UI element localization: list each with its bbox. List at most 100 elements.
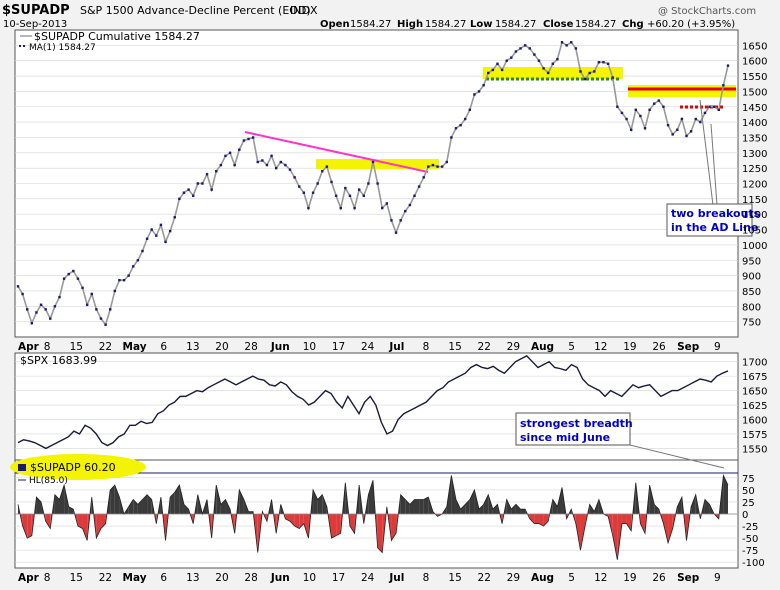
ad-point — [473, 93, 475, 95]
ad-point — [413, 195, 415, 197]
x-tick: 9 — [714, 572, 721, 584]
chg-label: Chg — [622, 19, 644, 30]
chg-value: +60.20 (+3.95%) — [647, 19, 735, 30]
breadth-area-negative — [332, 514, 337, 538]
ad-point — [137, 259, 139, 261]
y-tick-spx: 1575 — [742, 430, 767, 441]
x-tick: 12 — [594, 341, 607, 353]
breadth-area-positive — [414, 500, 419, 514]
ad-point — [174, 216, 176, 218]
ad-point — [538, 60, 540, 62]
legend-ma-dot2 — [23, 45, 25, 47]
symbol-title: $SUPADP — [2, 3, 70, 18]
ad-point — [533, 53, 535, 55]
ad-point — [436, 165, 438, 167]
x-tick: Aug — [531, 572, 554, 584]
ad-point — [26, 308, 28, 310]
ad-point — [487, 72, 489, 74]
legend-breadth: $SUPADP 60.20 — [30, 461, 116, 474]
ad-point — [616, 106, 618, 108]
ad-point — [667, 124, 669, 126]
ad-point — [49, 317, 51, 319]
ad-point — [492, 69, 494, 71]
ad-point — [482, 84, 484, 86]
breadth-area-positive — [521, 509, 526, 514]
ad-point — [658, 99, 660, 101]
high-value: 1584.27 — [425, 19, 466, 30]
ad-point — [21, 293, 23, 295]
ad-point — [201, 182, 203, 184]
ad-point — [542, 67, 544, 69]
ad-point — [598, 61, 600, 63]
ad-point — [132, 265, 134, 267]
ad-point — [515, 50, 517, 52]
x-tick: Jul — [388, 341, 404, 353]
ad-point — [376, 182, 378, 184]
x-tick: 28 — [244, 341, 257, 353]
y-tick-spx: 1600 — [742, 416, 767, 427]
ad-point — [409, 204, 411, 206]
ad-point — [307, 207, 309, 209]
ad-point — [95, 308, 97, 310]
x-tick: 24 — [361, 572, 375, 584]
y-axis-main: 7508008509009501000105011001150120012501… — [742, 41, 767, 328]
y-tick-breadth: -50 — [742, 534, 758, 545]
ad-point — [478, 90, 480, 92]
y-tick-spx: 1675 — [742, 372, 767, 383]
ad-point — [100, 317, 102, 319]
ad-point — [510, 56, 512, 58]
y-tick-main: 1100 — [742, 210, 767, 221]
ad-point — [344, 187, 346, 189]
ad-point — [54, 305, 56, 307]
x-tick: Sep — [677, 572, 700, 584]
ad-point — [68, 273, 70, 275]
ad-point — [390, 219, 392, 221]
ad-point — [169, 230, 171, 232]
ad-point — [547, 72, 549, 74]
ad-point — [229, 152, 231, 154]
ad-point — [612, 76, 614, 78]
ad-point — [556, 58, 558, 60]
exchange-label: INDX — [290, 4, 318, 17]
x-tick: 20 — [215, 341, 228, 353]
x-tick: 8 — [44, 341, 51, 353]
breadth-area-negative — [27, 514, 32, 538]
ad-point — [496, 63, 498, 65]
ad-point — [524, 44, 526, 46]
ad-point — [685, 135, 687, 137]
ad-point — [330, 181, 332, 183]
ad-point — [77, 277, 79, 279]
ad-point — [266, 164, 268, 166]
y-tick-breadth: 25 — [742, 498, 755, 509]
low-label: Low — [470, 19, 492, 30]
x-tick: Aug — [531, 341, 554, 353]
y-tick-main: 1550 — [742, 72, 767, 83]
ad-point — [704, 112, 706, 114]
ad-point — [427, 165, 429, 167]
ad-point — [224, 155, 226, 157]
breadth-area-positive — [419, 500, 424, 514]
ad-point — [192, 195, 194, 197]
y-tick-main: 1450 — [742, 103, 767, 114]
ad-point — [441, 165, 443, 167]
y-tick-breadth: -100 — [742, 558, 765, 569]
ad-point — [303, 192, 305, 194]
ad-point — [607, 63, 609, 65]
ad-point — [118, 279, 120, 281]
ad-point — [293, 176, 295, 178]
ad-point — [40, 304, 42, 306]
y-tick-breadth: 0 — [742, 510, 748, 521]
y-tick-main: 900 — [742, 272, 761, 283]
ad-point — [155, 234, 157, 236]
symbol-description: S&P 1500 Advance-Decline Percent (EOD) — [80, 4, 311, 17]
ad-point — [699, 121, 701, 123]
ad-point — [639, 115, 641, 117]
legend-ma-dot1 — [19, 45, 21, 47]
breadth-area-positive — [424, 497, 429, 514]
breadth-area-negative — [378, 514, 383, 553]
ad-point — [109, 308, 111, 310]
x-tick: 15 — [70, 572, 83, 584]
ad-point — [151, 228, 153, 230]
ad-point — [187, 188, 189, 190]
